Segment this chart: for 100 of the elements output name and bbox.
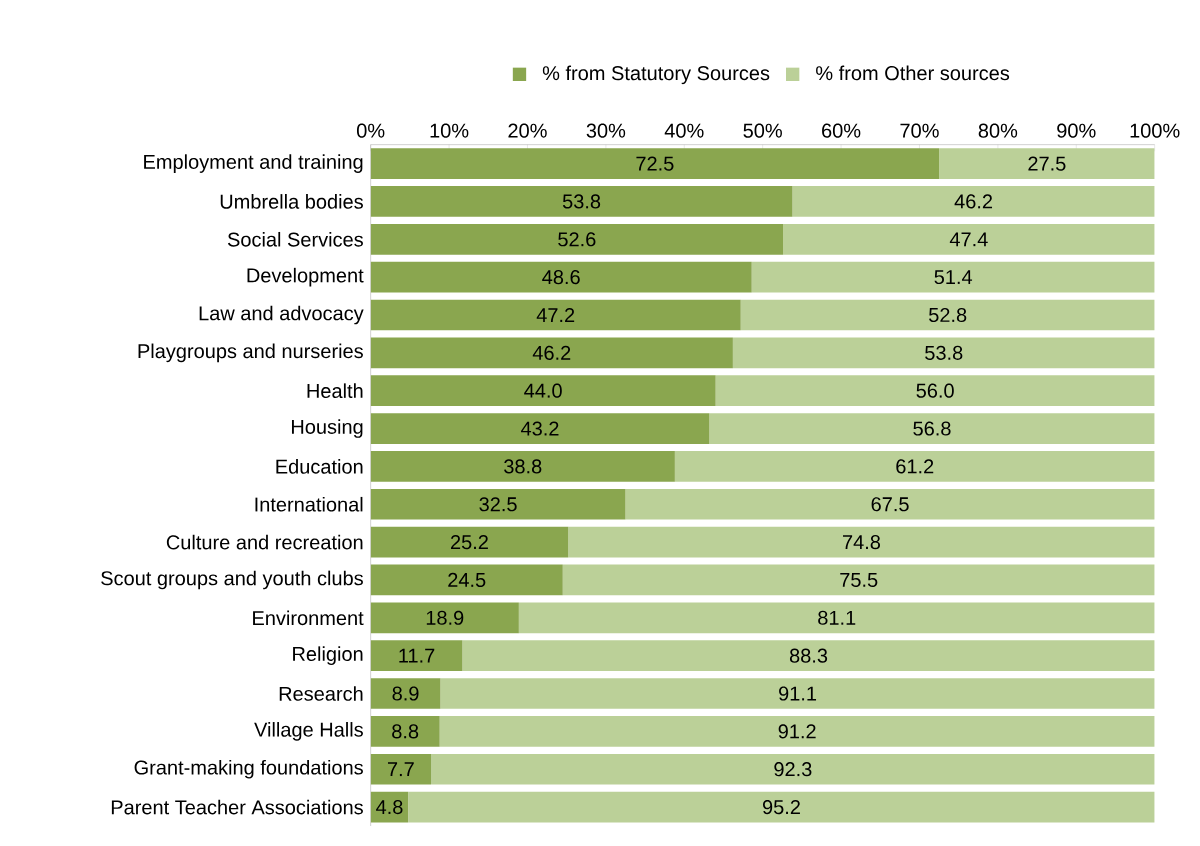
data-label: 52.8 — [929, 307, 967, 323]
data-label: 8.9 — [392, 686, 419, 701]
data-label: 67.5 — [871, 497, 909, 512]
bar — [518, 602, 1155, 634]
bar — [370, 564, 563, 596]
bar — [939, 148, 1155, 179]
legend-label: % from Other sources — [816, 65, 1010, 81]
x-tick-label: 0% — [356, 123, 385, 138]
bar — [562, 564, 1155, 596]
x-tick-label: 10% — [430, 123, 469, 138]
data-label: 74.8 — [843, 535, 881, 550]
x-tick-label: 80% — [978, 123, 1018, 138]
data-label: 24.5 — [448, 572, 486, 588]
data-label: 18.9 — [426, 610, 464, 625]
data-label: 51.4 — [934, 270, 973, 285]
data-label: 47.2 — [536, 308, 575, 322]
data-label: 46.2 — [532, 345, 571, 360]
data-label: 25.2 — [451, 535, 488, 550]
x-tick-label: 60% — [822, 123, 861, 138]
bar — [370, 602, 519, 634]
bar — [431, 753, 1155, 785]
bar — [370, 488, 626, 520]
y-tick-label: Parent Teacher Associations — [111, 799, 363, 815]
data-label: 53.8 — [562, 194, 601, 209]
y-tick-label: Scout groups and youth clubs — [101, 570, 363, 590]
data-label: 52.6 — [558, 232, 596, 247]
data-label: 81.1 — [818, 610, 856, 625]
data-label: 88.3 — [789, 648, 828, 663]
y-tick-label: Housing — [291, 419, 363, 438]
data-label: 56.0 — [916, 383, 954, 398]
y-tick-label: Health — [307, 383, 363, 399]
y-tick-label: Law and advocacy — [199, 305, 364, 325]
data-label: 95.2 — [762, 799, 800, 815]
data-label: 46.2 — [954, 194, 993, 209]
data-label: 44.0 — [524, 383, 562, 398]
data-label: 11.7 — [399, 648, 435, 663]
x-tick-label: 30% — [586, 123, 626, 138]
legend-label: % from Statutory Sources — [542, 65, 770, 85]
x-tick-label: 40% — [664, 123, 704, 138]
data-label: 92.3 — [774, 762, 812, 777]
y-tick-label: Umbrella bodies — [220, 194, 363, 209]
bar — [462, 640, 1155, 671]
x-tick-label: 50% — [743, 123, 782, 138]
data-label: 27.5 — [1028, 156, 1066, 171]
bar — [370, 716, 440, 747]
data-label: 8.8 — [392, 724, 419, 739]
data-label: 61.2 — [896, 459, 934, 474]
x-tick-label: 100% — [1130, 123, 1180, 138]
bar — [439, 716, 1155, 747]
x-tick-label: 70% — [900, 123, 939, 138]
bar — [370, 375, 716, 407]
data-label: 48.6 — [542, 270, 580, 285]
y-tick-label: Development — [247, 267, 364, 287]
bar — [370, 413, 710, 444]
data-label: 91.1 — [779, 686, 817, 701]
data-label: 32.5 — [479, 497, 517, 512]
bar — [370, 640, 463, 671]
bar — [370, 186, 793, 217]
x-tick-label: 90% — [1057, 123, 1096, 138]
bar — [370, 526, 569, 558]
data-label: 53.8 — [925, 345, 963, 360]
data-label: 43.2 — [521, 421, 559, 436]
data-label: 38.8 — [504, 459, 542, 474]
data-label: 72.5 — [636, 156, 674, 171]
bar — [370, 299, 741, 331]
bar — [625, 488, 1155, 520]
bar — [408, 791, 1155, 823]
bar — [370, 337, 733, 369]
bar — [732, 337, 1155, 369]
y-tick-label: Social Services — [227, 231, 363, 247]
bar — [792, 186, 1155, 217]
bar — [370, 223, 784, 255]
y-tick-label: International — [255, 496, 363, 512]
bar — [370, 261, 752, 293]
data-label: 91.2 — [778, 724, 816, 739]
y-tick-label: Village Halls — [254, 722, 363, 741]
data-label: 7.7 — [387, 762, 414, 777]
y-tick-label: Grant-making foundations — [134, 759, 363, 779]
bar — [440, 678, 1155, 709]
bar — [783, 223, 1155, 255]
data-label: 75.5 — [840, 572, 878, 587]
y-tick-label: Culture and recreation — [166, 534, 363, 550]
y-tick-label: Religion — [293, 646, 363, 665]
y-tick-label: Playgroups and nurseries — [138, 343, 363, 363]
data-label: 4.8 — [376, 799, 403, 815]
bar — [370, 148, 940, 179]
bar — [370, 678, 441, 709]
bar — [715, 375, 1155, 407]
data-label: 47.4 — [949, 232, 988, 247]
data-label: 56.8 — [913, 421, 951, 436]
bar — [709, 413, 1155, 444]
bar — [568, 526, 1155, 558]
y-tick-label: Education — [276, 459, 363, 474]
y-tick-label: Employment and training — [144, 154, 363, 173]
bar — [674, 451, 1155, 482]
y-tick-label: Environment — [253, 610, 364, 626]
bar — [740, 299, 1155, 331]
y-tick-label: Research — [279, 686, 363, 701]
x-tick-label: 20% — [508, 123, 547, 138]
bar — [370, 753, 432, 785]
